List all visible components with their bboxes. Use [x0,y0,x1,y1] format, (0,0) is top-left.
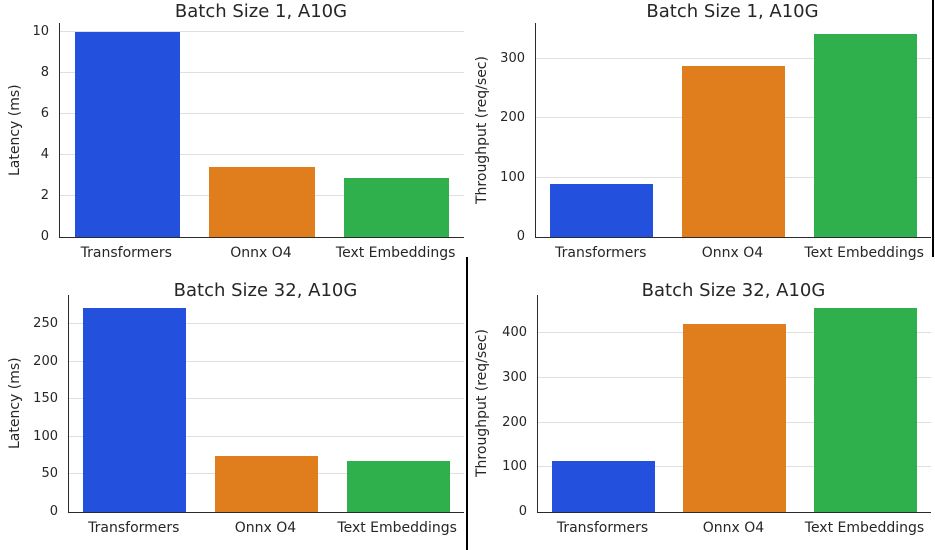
x-tick-label: Transformers [88,520,180,536]
plot-area [537,295,931,513]
gridline-300 [536,57,931,59]
gridline-6 [60,113,464,115]
x-tick-label: Text Embeddings [337,520,457,536]
y-tick-label: 300 [502,369,527,385]
x-tick-label: Text Embeddings [804,245,924,261]
bar-onnx-o4 [215,455,318,512]
chart-panel-top-right: Batch Size 1, A10G Throughput (req/sec) 0 1… [467,0,935,275]
bar-onnx-o4 [682,65,785,237]
x-tick-label: Transformers [80,245,172,261]
bar-text-embeddings [346,460,450,512]
x-tick-label: Text Embeddings [335,245,456,261]
chart-title: Batch Size 1, A10G [174,1,348,22]
x-tick-label: Onnx O4 [234,520,297,536]
y-tick-label: 0 [40,229,49,244]
gridline-200 [69,360,464,362]
bar-transformers [74,32,180,237]
y-axis-label: Latency (ms) [7,84,23,176]
bar-text-embeddings [813,33,917,237]
y-tick-label: 200 [500,110,525,126]
y-tick-label: 250 [33,316,58,332]
bar-onnx-o4 [683,324,786,512]
gridline-8 [60,72,464,74]
gridline-150 [69,398,464,400]
plot-area [59,23,464,238]
bar-transformers [552,461,655,512]
y-tick-label: 200 [502,414,527,430]
gridline-250 [69,323,464,325]
x-tick-label: Onnx O4 [701,245,764,261]
y-tick-label: 50 [41,466,58,482]
x-tick-label: Onnx O4 [702,520,765,536]
gridline-10 [60,31,464,33]
gridline-4 [60,154,464,156]
y-tick-label: 4 [40,147,49,163]
chart-title: Batch Size 1, A10G [646,1,819,22]
chart-panel-bottom-right: Batch Size 32, A10G Throughput (req/sec) 0… [467,275,935,550]
y-tick-label: 300 [500,50,525,66]
plot-area [68,295,464,513]
panel-border-bottom-middle [466,257,468,550]
y-tick-label: 6 [40,106,49,122]
bar-transformers [550,183,654,237]
y-tick-label: 100 [500,169,525,185]
panel-border-top-right [932,0,934,257]
x-tick-label: Text Embeddings [804,520,925,536]
x-tick-label: Transformers [556,520,649,536]
y-tick-label: 0 [49,504,58,519]
chart-title: Batch Size 32, A10G [641,280,826,301]
x-tick-label: Onnx O4 [230,245,292,261]
chart-panel-top-left: Batch Size 1, A10G Latency (ms) 0 2 4 6 8 10 Tra… [0,0,467,275]
y-tick-label: 100 [33,428,58,444]
bar-text-embeddings [814,308,917,512]
bar-text-embeddings [344,177,450,237]
y-tick-label: 2 [40,188,49,204]
y-tick-label: 100 [502,459,527,475]
y-tick-label: 400 [502,325,527,341]
bar-transformers [83,307,187,512]
y-tick-label: 150 [33,391,58,407]
y-tick-label: 8 [40,65,49,81]
gridline-100 [69,435,464,437]
y-tick-label: 0 [518,504,527,519]
chart-panel-bottom-left: Batch Size 32, A10G Latency (ms) 0 50 100 150… [0,275,467,550]
bar-onnx-o4 [209,167,315,237]
x-tick-label: Transformers [555,245,647,261]
y-tick-label: 200 [33,353,58,369]
y-tick-label: 0 [516,229,525,244]
y-tick-label: 10 [32,24,49,40]
plot-area [535,23,931,238]
chart-title: Batch Size 32, A10G [173,280,358,301]
